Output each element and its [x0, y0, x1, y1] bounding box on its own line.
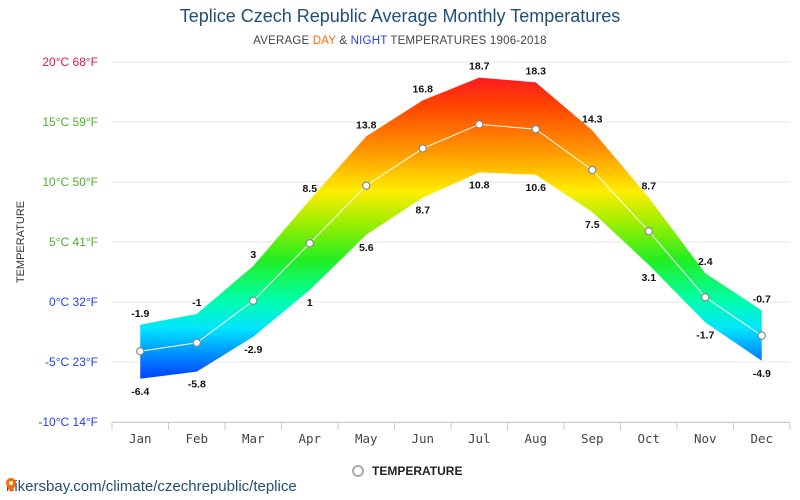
average-line: [140, 123, 763, 352]
x-tick-label: Mar: [242, 431, 265, 446]
average-line-group: [136, 120, 766, 356]
y-tick-label: 10°C 50°F: [42, 175, 98, 189]
day-value-label: 8.7: [641, 181, 656, 193]
footer-url[interactable]: hikersbay.com/climate/czechrepublic/tepl…: [6, 478, 297, 495]
subtitle-day: DAY: [312, 35, 336, 47]
night-value-label: -4.9: [753, 368, 771, 380]
day-value-label: 16.8: [413, 83, 434, 95]
x-tick-label: Oct: [637, 431, 660, 446]
day-value-label: 18.3: [526, 65, 547, 77]
night-value-label: 3.1: [641, 272, 656, 284]
chart-title: Teplice Czech Republic Average Monthly T…: [179, 6, 621, 26]
data-labels: -1.9-138.513.816.818.7 18.314.38.72.4-0.7…: [131, 61, 771, 398]
average-point[interactable]: [418, 144, 427, 153]
day-value-label: 2.4: [698, 256, 713, 268]
x-axis-labels: Jan Feb Mar Apr May Jun Jul Aug Sep Oct Nov Dec: [111, 422, 791, 446]
x-tick-label: Aug: [524, 431, 547, 446]
average-point[interactable]: [192, 338, 201, 347]
footer-link[interactable]: hikersbay.com/climate/czechrepublic/tepl…: [6, 478, 297, 495]
day-value-label: 13.8: [356, 119, 377, 131]
x-tick-label: Sep: [581, 431, 604, 446]
night-value-label: 1: [307, 297, 313, 309]
legend-label: TEMPERATURE: [372, 464, 463, 478]
subtitle-prefix: AVERAGE: [253, 35, 313, 47]
subtitle-suffix: TEMPERATURES 1906-2018: [387, 35, 547, 47]
average-point[interactable]: [305, 238, 314, 248]
day-value-label: -0.7: [753, 293, 771, 305]
day-value-label: 8.5: [302, 183, 317, 195]
map-pin-icon: [6, 478, 16, 492]
average-point[interactable]: [475, 120, 484, 129]
average-point[interactable]: [136, 347, 145, 356]
y-axis-labels: 20°C 68°F 15°C 59°F 10°C 50°F 5°C 41°F 0°C 3…: [38, 55, 98, 429]
x-tick-label: Dec: [750, 431, 773, 446]
x-tick-label: Feb: [185, 431, 208, 446]
day-night-band: [140, 77, 762, 379]
x-tick-label: Jun: [411, 431, 434, 446]
y-axis-title: TEMPERATURE: [15, 201, 27, 283]
night-value-label: 10.6: [526, 182, 547, 194]
y-tick-label: 20°C 68°F: [42, 55, 98, 69]
day-value-label: 14.3: [582, 113, 603, 125]
night-value-label: -6.4: [131, 386, 149, 398]
average-point[interactable]: [644, 226, 653, 236]
y-tick-label: 0°C 32°F: [49, 295, 98, 309]
subtitle-night: NIGHT: [350, 35, 388, 47]
average-point[interactable]: [757, 331, 766, 340]
x-tick-label: May: [355, 431, 378, 446]
temperature-band: [140, 77, 762, 379]
x-tick-label: Apr: [298, 431, 321, 446]
night-value-label: -5.8: [188, 379, 206, 391]
night-value-label: -2.9: [244, 344, 262, 356]
x-tick-label: Jan: [129, 431, 152, 446]
y-tick-label: -5°C 23°F: [45, 355, 98, 369]
circle-marker-icon: [352, 465, 364, 477]
day-value-label: -1.9: [131, 308, 149, 320]
night-value-label: 7.5: [585, 219, 600, 231]
average-point[interactable]: [588, 165, 597, 175]
legend: TEMPERATURE: [352, 464, 462, 478]
subtitle-mid: &: [335, 35, 351, 47]
chart-subtitle: AVERAGE DAY & NIGHT TEMPERATURES 1906-20…: [0, 35, 800, 47]
night-value-label: 5.6: [359, 242, 374, 254]
y-tick-label: -10°C 14°F: [38, 415, 98, 429]
average-point[interactable]: [531, 124, 540, 134]
average-point[interactable]: [249, 296, 258, 305]
day-value-label: 18.7: [469, 61, 490, 73]
y-tick-label: 5°C 41°F: [49, 235, 98, 249]
average-point[interactable]: [701, 293, 710, 302]
average-point[interactable]: [362, 181, 371, 190]
x-tick-label: Jul: [468, 431, 491, 446]
x-tick-label: Nov: [694, 431, 717, 446]
day-value-label: 3: [250, 249, 256, 261]
night-value-label: 8.7: [415, 205, 430, 217]
y-tick-label: 15°C 59°F: [42, 115, 98, 129]
night-value-label: -1.7: [696, 329, 714, 341]
day-value-label: -1: [192, 297, 201, 309]
night-value-label: 10.8: [469, 179, 490, 191]
